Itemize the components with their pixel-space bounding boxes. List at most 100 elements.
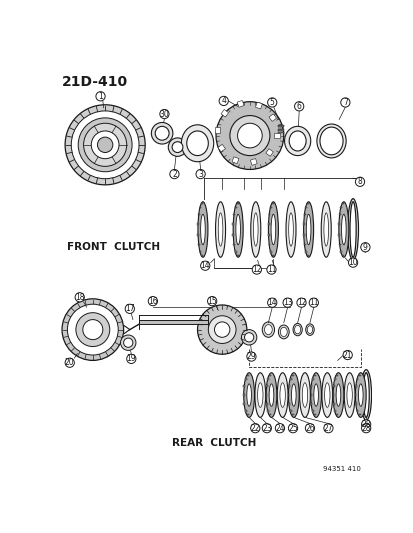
Ellipse shape — [291, 384, 295, 406]
Circle shape — [275, 424, 284, 433]
Circle shape — [252, 265, 261, 274]
Circle shape — [148, 296, 157, 306]
Bar — [338, 214, 340, 215]
Circle shape — [126, 354, 135, 364]
Bar — [278, 125, 283, 126]
Text: 24: 24 — [275, 424, 284, 433]
Bar — [201, 255, 203, 256]
Text: 6: 6 — [296, 102, 301, 111]
Circle shape — [83, 123, 126, 166]
Circle shape — [266, 265, 275, 274]
Ellipse shape — [250, 202, 260, 257]
Bar — [358, 375, 360, 376]
Ellipse shape — [288, 373, 299, 417]
Ellipse shape — [280, 327, 287, 336]
Bar — [338, 244, 340, 245]
Bar — [214, 127, 220, 133]
Bar — [358, 414, 360, 415]
Text: 5: 5 — [269, 98, 274, 107]
Bar — [287, 394, 289, 396]
Circle shape — [354, 177, 364, 187]
Circle shape — [241, 329, 256, 345]
Bar — [197, 214, 199, 215]
Ellipse shape — [321, 373, 332, 417]
Circle shape — [65, 358, 74, 367]
Bar — [287, 403, 289, 405]
Bar — [278, 129, 283, 130]
Bar — [265, 385, 267, 387]
Text: 18: 18 — [75, 293, 84, 302]
Bar — [264, 394, 266, 396]
Bar — [197, 223, 199, 225]
Ellipse shape — [284, 126, 310, 156]
Ellipse shape — [349, 202, 355, 257]
Circle shape — [195, 169, 205, 179]
Circle shape — [169, 169, 179, 179]
Circle shape — [246, 352, 256, 361]
Bar — [273, 133, 279, 138]
Text: 2: 2 — [172, 169, 176, 179]
Bar — [242, 394, 244, 396]
Bar — [139, 320, 208, 324]
Circle shape — [120, 335, 135, 350]
Bar — [269, 206, 271, 208]
Ellipse shape — [246, 384, 251, 406]
Circle shape — [361, 419, 370, 429]
Ellipse shape — [316, 124, 345, 158]
Circle shape — [244, 333, 253, 342]
Bar — [339, 251, 342, 253]
Circle shape — [75, 293, 84, 302]
Bar — [333, 378, 335, 380]
Text: 22: 22 — [250, 424, 259, 433]
Circle shape — [267, 98, 276, 107]
Ellipse shape — [200, 214, 205, 245]
Ellipse shape — [341, 214, 345, 245]
Bar — [197, 244, 199, 245]
Ellipse shape — [233, 202, 242, 257]
Circle shape — [216, 102, 283, 169]
Bar — [197, 234, 199, 236]
Circle shape — [155, 126, 169, 140]
Text: 12: 12 — [296, 298, 306, 307]
Ellipse shape — [362, 373, 368, 417]
Bar — [287, 385, 289, 387]
Bar — [303, 214, 305, 215]
Text: 10: 10 — [347, 258, 357, 267]
Circle shape — [62, 299, 123, 360]
Ellipse shape — [310, 373, 321, 417]
Bar — [232, 234, 234, 236]
Text: 19: 19 — [126, 354, 136, 364]
Ellipse shape — [313, 384, 318, 406]
Bar — [232, 157, 238, 164]
Bar — [236, 255, 238, 256]
Ellipse shape — [218, 213, 222, 246]
Bar — [265, 403, 267, 405]
Bar — [302, 234, 304, 236]
Bar — [304, 251, 306, 253]
Ellipse shape — [335, 384, 340, 406]
Bar — [268, 114, 276, 122]
Bar — [310, 403, 311, 405]
Bar — [333, 410, 335, 411]
Circle shape — [168, 138, 186, 156]
Ellipse shape — [347, 199, 358, 260]
Ellipse shape — [288, 131, 305, 151]
Circle shape — [96, 92, 105, 101]
Bar — [306, 255, 308, 256]
Bar — [356, 378, 358, 380]
Bar — [265, 149, 273, 156]
Ellipse shape — [215, 202, 225, 257]
Text: 14: 14 — [200, 261, 209, 270]
Text: 14: 14 — [267, 298, 276, 307]
Text: 30: 30 — [159, 109, 169, 118]
Ellipse shape — [319, 127, 342, 155]
Circle shape — [71, 111, 139, 179]
Text: 94351 410: 94351 410 — [322, 466, 360, 472]
Bar — [336, 414, 337, 415]
Text: 3: 3 — [198, 169, 202, 179]
Circle shape — [197, 305, 246, 354]
Ellipse shape — [303, 202, 313, 257]
Bar — [234, 206, 236, 208]
Ellipse shape — [235, 214, 240, 245]
Circle shape — [207, 296, 216, 306]
